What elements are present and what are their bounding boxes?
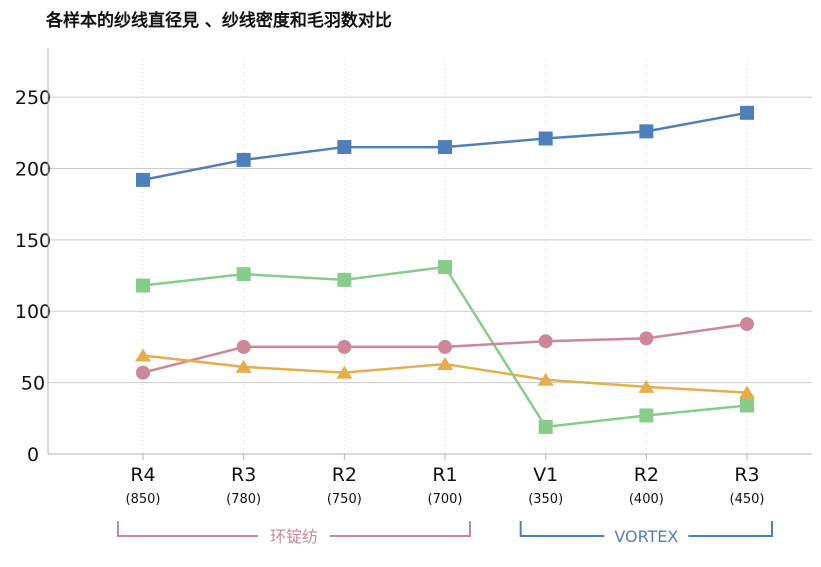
square-marker — [438, 259, 453, 274]
triangle-marker — [739, 385, 756, 399]
bracket-left-line — [519, 521, 605, 537]
square-marker — [136, 172, 150, 187]
circle-marker — [136, 365, 150, 380]
square-marker — [538, 419, 553, 434]
circle-marker — [740, 317, 755, 332]
x-tick-sublabel: (450) — [730, 492, 765, 507]
square-marker — [337, 140, 352, 155]
x-tick-sublabel: (750) — [327, 492, 362, 507]
square-marker — [639, 408, 654, 423]
y-tick-label: 100 — [15, 301, 51, 323]
group-label: VORTEX — [614, 527, 678, 546]
y-tick-label: 150 — [15, 230, 51, 252]
square-marker — [740, 398, 755, 413]
square-marker — [538, 131, 553, 146]
y-tick-label: 250 — [15, 87, 51, 109]
x-tick-label: V1 — [533, 464, 558, 486]
square-marker — [136, 278, 150, 293]
x-tick-label: R2 — [332, 464, 357, 486]
square-marker — [639, 124, 654, 139]
triangle-marker — [336, 365, 353, 379]
x-tick-sublabel: (780) — [226, 492, 261, 507]
x-tick-label: R1 — [432, 464, 457, 486]
circle-marker — [438, 339, 453, 354]
x-tick-sublabel: (350) — [528, 492, 563, 507]
y-tick-label: 50 — [21, 373, 45, 395]
group-bracket: VORTEX — [519, 521, 774, 546]
group-bracket: 环锭纺 — [117, 521, 472, 546]
x-tick-label: R3 — [231, 464, 256, 486]
x-tick-sublabel: (850) — [126, 492, 161, 507]
triangle-marker — [135, 348, 151, 362]
chart-title: 各样本的纱线直径見 、纱线密度和毛羽数对比 — [46, 11, 392, 31]
triangle-marker — [437, 357, 454, 371]
circle-marker — [236, 339, 251, 354]
y-tick-label: 0 — [27, 444, 39, 466]
y-tick-label: 200 — [15, 158, 51, 180]
square-marker — [236, 152, 251, 167]
circle-marker — [639, 331, 654, 346]
triangle-marker — [537, 372, 554, 386]
x-tick-label: R4 — [130, 464, 155, 486]
triangle-marker — [235, 359, 252, 373]
square-marker — [438, 140, 453, 155]
triangle-marker — [638, 379, 655, 393]
bracket-right-line — [330, 521, 472, 537]
x-tick-label: R3 — [734, 464, 759, 486]
group-label: 环锭纺 — [270, 527, 318, 546]
circle-marker — [538, 334, 553, 349]
square-marker — [740, 105, 755, 120]
bracket-right-line — [688, 521, 774, 537]
x-tick-sublabel: (700) — [428, 492, 463, 507]
bracket-left-line — [117, 521, 259, 537]
x-tick-label: R2 — [634, 464, 659, 486]
square-marker — [337, 272, 352, 287]
circle-marker — [337, 339, 352, 354]
square-marker — [236, 267, 251, 282]
x-tick-sublabel: (400) — [629, 492, 664, 507]
